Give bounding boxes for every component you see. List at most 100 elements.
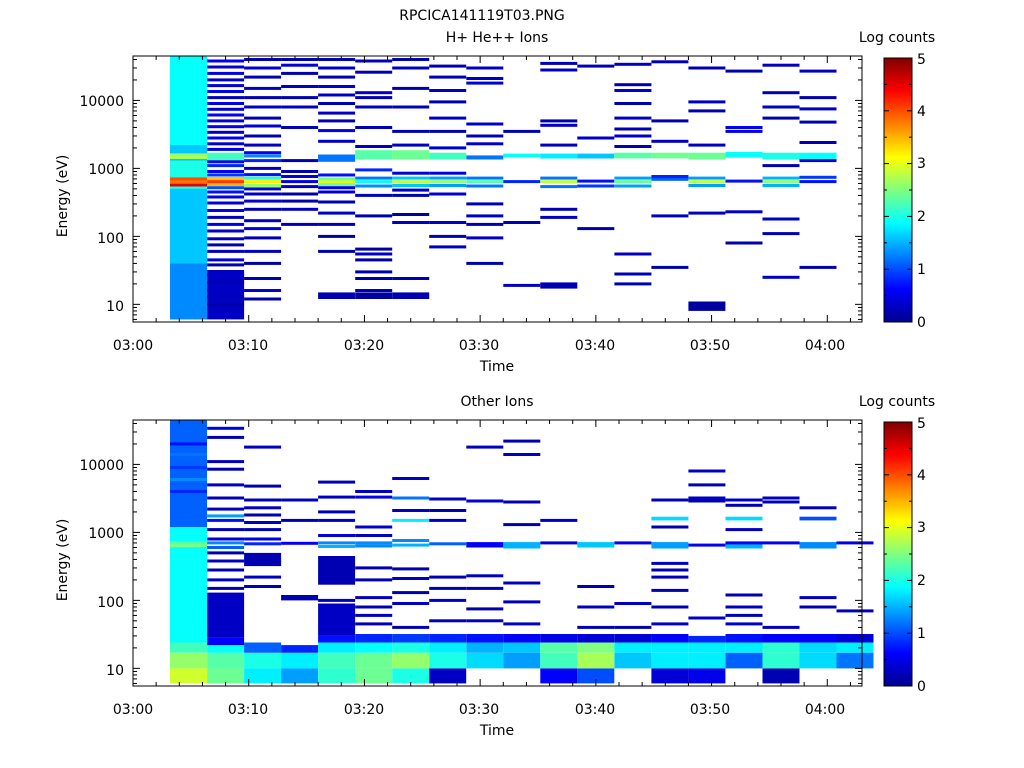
heatmap-cell xyxy=(207,541,245,545)
heatmap-cell xyxy=(688,100,726,104)
heatmap-cell xyxy=(392,642,430,653)
heatmap-cell xyxy=(392,221,430,224)
heatmap-cell xyxy=(799,605,837,609)
heatmap-cell xyxy=(762,652,800,669)
heatmap-cell xyxy=(836,609,874,613)
heatmap-cell xyxy=(244,484,282,488)
heatmap-cell xyxy=(429,619,467,623)
y-tick-label: 10 xyxy=(106,299,124,315)
heatmap-cell xyxy=(244,192,282,196)
heatmap-cell xyxy=(318,510,356,514)
heatmap-cell xyxy=(244,261,282,265)
heatmap-cell xyxy=(762,634,800,643)
heatmap-cell xyxy=(207,243,245,247)
heatmap-cell xyxy=(244,642,282,653)
heatmap-cell xyxy=(244,154,282,158)
colorbar-label: Log counts xyxy=(859,30,935,46)
heatmap-cell xyxy=(392,567,430,571)
heatmap-cell xyxy=(244,86,282,90)
heatmap-cell xyxy=(836,634,874,643)
heatmap-cell xyxy=(392,496,430,500)
heatmap-cell xyxy=(392,634,430,643)
heatmap-cell xyxy=(355,258,393,262)
heatmap-cell xyxy=(207,295,245,299)
heatmap-cell xyxy=(207,164,245,168)
heatmap-cell xyxy=(688,652,726,669)
heatmap-cell xyxy=(207,170,245,173)
heatmap-cell xyxy=(651,177,689,181)
heatmap-cell xyxy=(318,66,356,70)
heatmap-cell xyxy=(799,120,837,124)
heatmap-cell xyxy=(540,282,578,289)
heatmap-cell xyxy=(688,184,726,187)
heatmap-cell xyxy=(355,176,393,180)
heatmap-cell xyxy=(503,622,541,626)
heatmap-cell xyxy=(355,495,393,499)
colorbar-gradient xyxy=(883,421,913,687)
heatmap-cell xyxy=(466,445,504,449)
heatmap-cell xyxy=(725,151,763,158)
heatmap-cell xyxy=(244,207,282,211)
heatmap-cell xyxy=(170,155,207,159)
heatmap-cell xyxy=(614,180,652,184)
heatmap-cell xyxy=(577,227,615,231)
heatmap-cell xyxy=(318,190,356,194)
heatmap-cell xyxy=(207,183,245,186)
colorbar-tick-label: 2 xyxy=(917,209,926,225)
heatmap-cell xyxy=(725,541,763,545)
heatmap-cell xyxy=(762,500,800,504)
y-axis-label: Energy (eV) xyxy=(55,519,71,602)
heatmap-cell xyxy=(318,668,356,684)
heatmap-cell xyxy=(170,188,207,264)
heatmap-cell xyxy=(725,542,763,549)
heatmap-cell xyxy=(355,105,393,109)
heatmap-cell xyxy=(207,160,245,164)
heatmap-cell xyxy=(614,116,652,120)
heatmap-cell xyxy=(207,65,245,69)
heatmap-cell xyxy=(207,273,245,277)
heatmap-cell xyxy=(466,202,504,206)
heatmap-cell xyxy=(503,642,541,653)
heatmap-cell xyxy=(207,280,245,284)
heatmap-cell xyxy=(577,625,615,629)
heatmap-cell xyxy=(207,537,245,541)
heatmap-cell xyxy=(577,542,615,548)
heatmap-cell xyxy=(355,126,393,129)
heatmap-cell xyxy=(392,188,430,192)
heatmap-cell xyxy=(318,518,356,522)
heatmap-cell xyxy=(244,75,282,79)
heatmap-cell xyxy=(466,66,504,70)
heatmap-cell xyxy=(355,544,393,548)
heatmap-cell xyxy=(503,283,541,287)
heatmap-cell xyxy=(688,469,726,473)
heatmap-cell xyxy=(392,66,430,70)
x-tick-label: 04:00 xyxy=(805,702,845,718)
heatmap-cell xyxy=(207,186,245,190)
heatmap-cell xyxy=(281,668,319,684)
heatmap-cell xyxy=(762,180,800,184)
x-tick-label: 03:40 xyxy=(575,702,615,718)
heatmap-cell xyxy=(244,249,282,253)
heatmap-cell xyxy=(207,90,245,93)
heatmap-cell xyxy=(651,525,689,529)
figure-title: RPCICA141119T03.PNG xyxy=(399,8,564,24)
heatmap-cell xyxy=(281,175,319,178)
heatmap-cell xyxy=(540,180,578,184)
heatmap-cell xyxy=(540,652,578,669)
heatmap-cell xyxy=(392,591,430,595)
heatmap-cell xyxy=(318,129,356,133)
heatmap-cell xyxy=(540,668,578,684)
heatmap-cell xyxy=(466,214,504,218)
heatmap-cell xyxy=(651,634,689,643)
heatmap-cell xyxy=(614,176,652,180)
heatmap-cell xyxy=(392,213,430,216)
heatmap-cell xyxy=(540,215,578,219)
heatmap-cell xyxy=(392,129,430,133)
heatmap-cell xyxy=(244,143,282,147)
heatmap-cell xyxy=(577,642,615,653)
heatmap-cell xyxy=(355,541,393,545)
heatmap-cell xyxy=(577,634,615,643)
heatmap-cell xyxy=(207,586,245,590)
colorbar-tick-label: 3 xyxy=(917,520,926,536)
heatmap-cell xyxy=(355,150,393,160)
